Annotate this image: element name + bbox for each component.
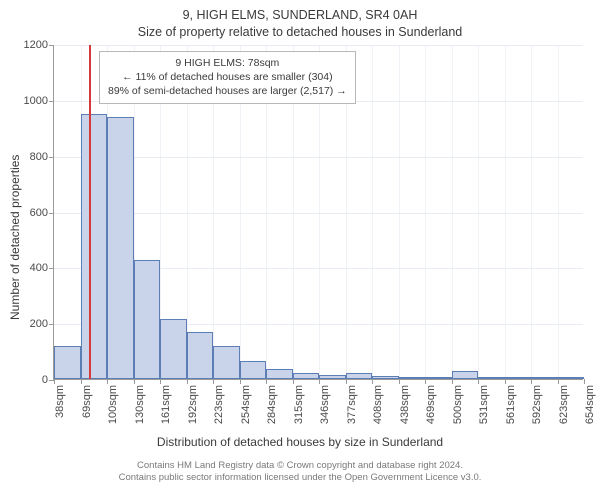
histogram-bar	[266, 369, 293, 379]
attribution-line1: Contains HM Land Registry data © Crown c…	[137, 460, 463, 471]
x-tick-label: 654sqm	[584, 385, 596, 424]
y-tick-label: 400	[30, 262, 48, 274]
x-tick-label: 500sqm	[452, 385, 464, 424]
chart-title-description: Size of property relative to detached ho…	[0, 25, 600, 39]
histogram-bar	[558, 377, 585, 379]
property-marker-line	[89, 45, 91, 379]
x-tick-mark	[399, 379, 400, 384]
histogram-bar	[478, 377, 505, 379]
x-tick-mark	[425, 379, 426, 384]
x-tick-label: 377sqm	[346, 385, 358, 424]
histogram-bar	[319, 375, 346, 379]
y-tick-mark	[49, 157, 54, 158]
attribution-text: Contains HM Land Registry data © Crown c…	[0, 460, 600, 485]
x-tick-label: 346sqm	[319, 385, 331, 424]
x-tick-label: 192sqm	[187, 385, 199, 424]
x-tick-label: 438sqm	[399, 385, 411, 424]
gridline-horizontal	[54, 45, 583, 46]
histogram-bar	[531, 377, 558, 379]
histogram-bar	[346, 373, 373, 379]
x-tick-label: 623sqm	[558, 385, 570, 424]
info-box-line2: ← 11% of detached houses are smaller (30…	[108, 70, 347, 84]
x-tick-label: 531sqm	[478, 385, 490, 424]
x-tick-label: 315sqm	[293, 385, 305, 424]
histogram-bar	[240, 361, 267, 379]
attribution-line2: Contains public sector information licen…	[119, 472, 482, 483]
histogram-bar	[213, 346, 240, 380]
y-tick-mark	[49, 213, 54, 214]
histogram-bar	[160, 319, 187, 379]
x-tick-mark	[584, 379, 585, 384]
info-box-line3: 89% of semi-detached houses are larger (…	[108, 84, 347, 98]
y-tick-mark	[49, 101, 54, 102]
y-axis-title: Number of detached properties	[8, 155, 22, 320]
y-tick-label: 1000	[24, 95, 48, 107]
y-tick-mark	[49, 380, 54, 381]
y-tick-mark	[49, 45, 54, 46]
x-axis-title: Distribution of detached houses by size …	[0, 435, 600, 449]
x-tick-mark	[160, 379, 161, 384]
histogram-bar	[452, 371, 479, 379]
x-tick-mark	[187, 379, 188, 384]
x-tick-mark	[107, 379, 108, 384]
x-tick-label: 223sqm	[213, 385, 225, 424]
x-tick-mark	[558, 379, 559, 384]
histogram-bar	[187, 332, 214, 379]
x-tick-mark	[240, 379, 241, 384]
x-tick-label: 254sqm	[240, 385, 252, 424]
histogram-bar	[54, 346, 81, 380]
x-tick-label: 561sqm	[505, 385, 517, 424]
histogram-bar	[372, 376, 399, 379]
x-tick-mark	[505, 379, 506, 384]
x-tick-mark	[372, 379, 373, 384]
info-box-line1: 9 HIGH ELMS: 78sqm	[108, 56, 347, 70]
info-box: 9 HIGH ELMS: 78sqm← 11% of detached hous…	[99, 51, 356, 104]
x-tick-label: 38sqm	[54, 385, 66, 418]
x-tick-mark	[54, 379, 55, 384]
histogram-bar	[81, 114, 108, 379]
y-tick-mark	[49, 324, 54, 325]
x-tick-label: 69sqm	[81, 385, 93, 418]
histogram-bar	[399, 377, 426, 379]
y-tick-label: 800	[30, 151, 48, 163]
x-tick-mark	[81, 379, 82, 384]
x-tick-mark	[213, 379, 214, 384]
x-tick-label: 408sqm	[372, 385, 384, 424]
x-tick-mark	[134, 379, 135, 384]
histogram-bar	[134, 260, 161, 379]
x-tick-mark	[319, 379, 320, 384]
x-tick-mark	[452, 379, 453, 384]
y-tick-label: 1200	[24, 39, 48, 51]
y-tick-label: 0	[42, 374, 48, 386]
y-tick-label: 200	[30, 318, 48, 330]
x-tick-label: 161sqm	[160, 385, 172, 424]
x-tick-label: 130sqm	[134, 385, 146, 424]
y-tick-mark	[49, 268, 54, 269]
histogram-bar	[107, 117, 134, 379]
histogram-bar	[505, 377, 532, 379]
x-tick-label: 592sqm	[531, 385, 543, 424]
chart-title-address: 9, HIGH ELMS, SUNDERLAND, SR4 0AH	[0, 8, 600, 22]
x-tick-mark	[266, 379, 267, 384]
x-tick-mark	[478, 379, 479, 384]
x-tick-mark	[531, 379, 532, 384]
histogram-bar	[425, 377, 452, 379]
x-tick-label: 100sqm	[107, 385, 119, 424]
x-tick-mark	[346, 379, 347, 384]
y-tick-label: 600	[30, 207, 48, 219]
x-tick-mark	[293, 379, 294, 384]
plot-area: 38sqm69sqm100sqm130sqm161sqm192sqm223sqm…	[53, 45, 583, 380]
histogram-bar	[293, 373, 320, 379]
x-tick-label: 469sqm	[425, 385, 437, 424]
x-tick-label: 284sqm	[266, 385, 278, 424]
